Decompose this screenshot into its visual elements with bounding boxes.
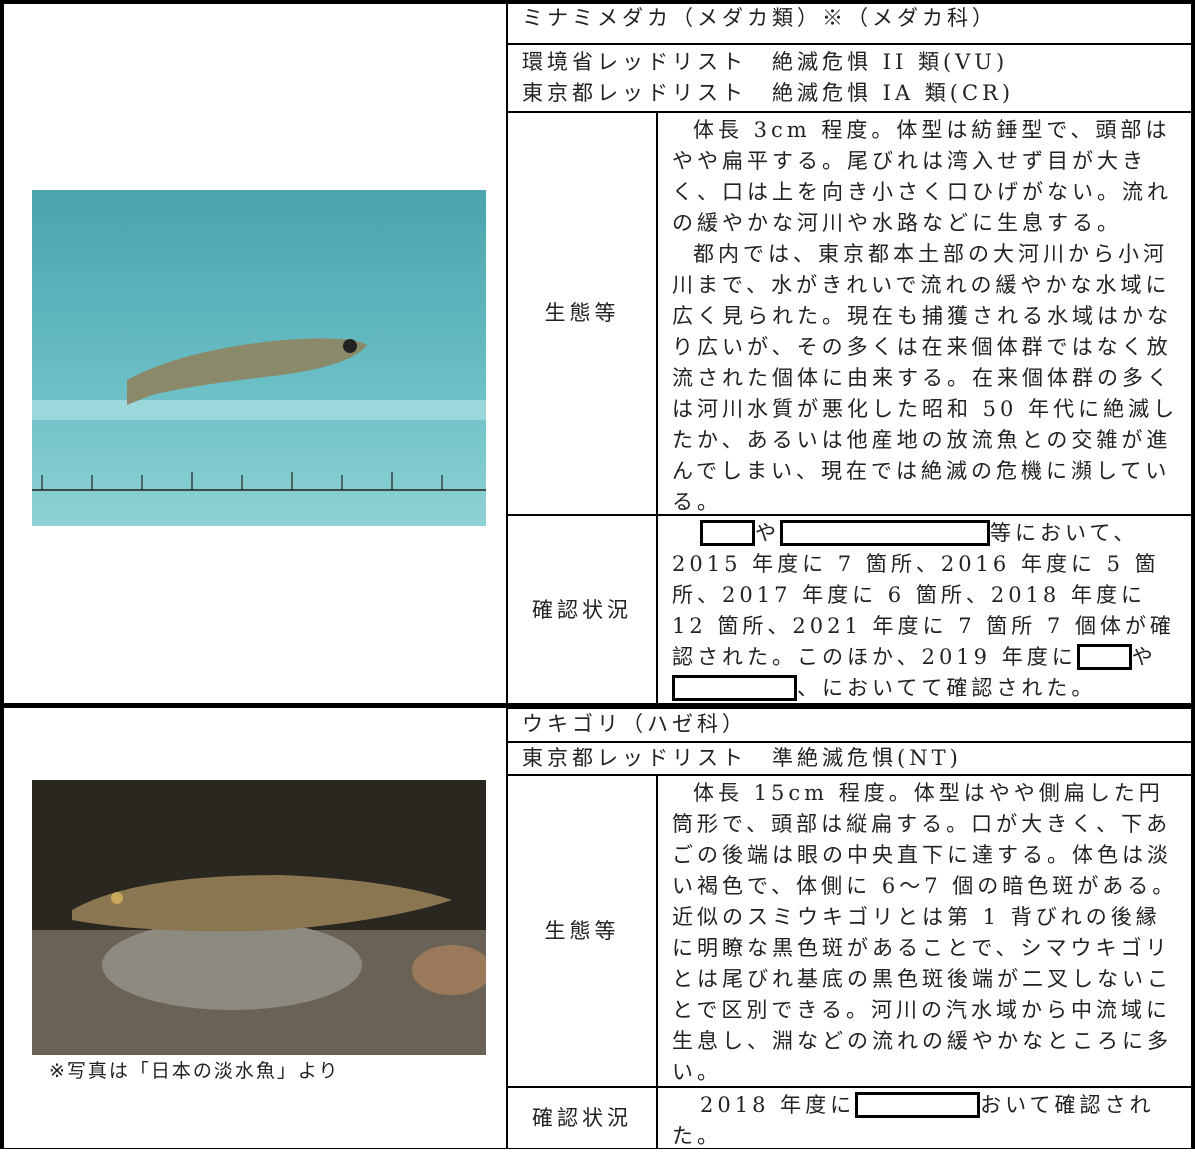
paragraph: 体長 15cm 程度。体型はやや側扁した円筒形で、頭部は縦扁する。口が大きく、下… — [672, 781, 1178, 1084]
photo — [32, 190, 486, 526]
label: 生態等 — [507, 775, 657, 1087]
divider — [0, 703, 1195, 708]
label: 確認状況 — [507, 515, 657, 705]
redlist: 東京都レッドリスト 絶滅危惧 IA 類(CR) — [522, 81, 1015, 105]
species-name: ミナミメダカ（メダカ類）※（メダカ科） — [507, 0, 1195, 44]
redlist-cell: 環境省レッドリスト 絶滅危惧 II 類(VU) 東京都レッドリスト 絶滅危惧 I… — [507, 44, 1195, 112]
redaction — [855, 1092, 981, 1118]
status-text: 等において、2015 年度に 7 箇所、2016 年度に 5 箇所、2017 年… — [672, 521, 1175, 669]
status: や等において、2015 年度に 7 箇所、2016 年度に 5 箇所、2017 … — [657, 515, 1195, 705]
border — [0, 0, 1195, 4]
redlist: 環境省レッドリスト 絶滅危惧 II 類(VU) — [522, 50, 1009, 74]
redaction — [780, 520, 990, 546]
ecology: 体長 3cm 程度。体型は紡錘型で、頭部はやや扁平する。尾びれは湾入せず目が大き… — [657, 112, 1195, 515]
label: 生態等 — [507, 112, 657, 515]
status: 2018 年度に おいて確認された。 — [657, 1087, 1195, 1149]
status-text: おいて確認された。 — [672, 1093, 1155, 1148]
photo-cell — [0, 0, 507, 705]
redlist: 東京都レッドリスト 準絶滅危惧(NT) — [507, 742, 1195, 775]
photo-cell: ※写真は「日本の淡水魚」より — [0, 705, 507, 1149]
photo — [32, 780, 486, 1055]
status-text: や — [1131, 645, 1157, 669]
status-text: 、においてて確認された。 — [797, 676, 1097, 700]
status-text: や — [755, 521, 780, 545]
redaction — [1076, 644, 1132, 670]
status-text: 2018 年度に — [700, 1093, 856, 1117]
border — [0, 0, 4, 1149]
ecology: 体長 15cm 程度。体型はやや側扁した円筒形で、頭部は縦扁する。口が大きく、下… — [657, 775, 1195, 1087]
redaction — [672, 675, 797, 701]
border — [1191, 0, 1195, 1149]
paragraph: 都内では、東京都本土部の大河川から小河川まで、水がきれいで流れの緩やかな水域に広… — [672, 242, 1179, 514]
redaction — [700, 520, 755, 546]
caption: ※写真は「日本の淡水魚」より — [49, 1060, 340, 1082]
paragraph: 体長 3cm 程度。体型は紡錘型で、頭部はやや扁平する。尾びれは湾入せず目が大き… — [672, 118, 1172, 235]
label: 確認状況 — [507, 1087, 657, 1149]
species-name: ウキゴリ（ハゼ科） — [507, 708, 1195, 742]
